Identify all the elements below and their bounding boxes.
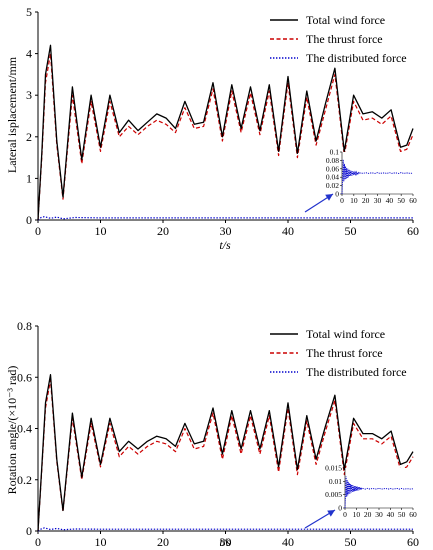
- x-tick-label: 10: [95, 224, 107, 238]
- x-tick-label: 0: [35, 535, 41, 549]
- y-tick-label: 5: [26, 5, 32, 19]
- inset-y-tick-label: 0.08: [326, 156, 339, 165]
- inset-x-tick-label: 10: [350, 196, 358, 205]
- series-line: [37, 379, 414, 532]
- x-tick-label: 50: [345, 535, 357, 549]
- inset-x-tick-label: 30: [374, 196, 382, 205]
- y-axis-label: Lateral isplacement/mm: [5, 56, 19, 173]
- inset-x-tick-label: 0: [340, 196, 344, 205]
- x-tick-label: 0: [35, 224, 41, 238]
- inset-x-tick-label: 20: [362, 196, 370, 205]
- y-tick-label: 1: [26, 171, 32, 185]
- legend-label: The thrust force: [306, 32, 383, 46]
- x-tick-label: 60: [407, 535, 419, 549]
- y-tick-label: 0.2: [17, 473, 32, 487]
- inset-x-tick-label: 40: [386, 196, 394, 205]
- inset-y-tick-label: 0.005: [325, 490, 342, 499]
- x-tick-label: 40: [282, 224, 294, 238]
- inset-y-tick-label: 0.06: [326, 164, 339, 173]
- y-tick-label: 2: [26, 130, 32, 144]
- inset-chart: 0 10 20 30 40 50 60 0 0.005 0.01 0.015: [325, 464, 417, 520]
- inset-series-line: [341, 159, 414, 195]
- inset-y-tick-label: 0.04: [326, 173, 339, 182]
- inset-y-tick-label: 0.02: [326, 181, 339, 190]
- x-tick-label: 10: [95, 535, 107, 549]
- inset-x-tick-label: 60: [409, 196, 417, 205]
- series-line: [37, 216, 413, 221]
- series-line: [37, 527, 413, 532]
- inset-y-tick-label: 0.1: [330, 148, 340, 157]
- legend-label: Total wind force: [306, 13, 385, 27]
- inset-y-tick-label: 0.01: [329, 477, 342, 486]
- inset-series-line: [344, 476, 414, 509]
- inset-y-tick-label: 0.015: [325, 464, 342, 473]
- legend-label: Total wind force: [306, 327, 385, 341]
- y-tick-label: 0: [26, 213, 32, 227]
- x-tick-label: 20: [157, 535, 169, 549]
- x-tick-label: 50: [345, 224, 357, 238]
- legend-label: The distributed force: [306, 51, 407, 65]
- inset-x-tick-label: 20: [364, 510, 372, 519]
- inset-y-tick-label: 0: [338, 504, 342, 513]
- x-tick-label: 40: [282, 535, 294, 549]
- inset-arrow-head: [325, 194, 333, 201]
- y-tick-label: 3: [26, 88, 32, 102]
- chart-lateral-displacement: Lateral isplacement/mm t/s 0 10 20 30 40 50 60…: [5, 5, 419, 252]
- inset-arrow-head: [327, 510, 335, 517]
- legend-label: The distributed force: [306, 365, 407, 379]
- y-tick-label: 0.8: [17, 319, 32, 333]
- chart-rotation-angle: Rotation angle/(×10⁻³ rad) t/s 0 10 20 30 40…: [5, 319, 419, 549]
- y-tick-label: 4: [26, 47, 32, 61]
- x-tick-label: 20: [157, 224, 169, 238]
- x-axis-label: t/s: [219, 238, 231, 252]
- inset-chart: 0 10 20 30 40 50 60 00.020.040.060.080.1: [326, 148, 417, 206]
- series-line: [37, 374, 414, 532]
- x-axis-label: t/s: [219, 535, 231, 549]
- inset-x-tick-label: 30: [375, 510, 383, 519]
- inset-x-tick-label: 40: [387, 510, 395, 519]
- x-tick-label: 30: [220, 535, 232, 549]
- inset-y-tick-label: 0: [335, 190, 339, 199]
- y-axis-label: Rotation angle/(×10⁻³ rad): [5, 366, 19, 495]
- inset-x-tick-label: 0: [343, 510, 347, 519]
- inset-x-tick-label: 60: [409, 510, 417, 519]
- y-tick-label: 0.4: [17, 422, 32, 436]
- inset-x-tick-label: 50: [397, 196, 405, 205]
- inset-x-tick-label: 10: [353, 510, 361, 519]
- series-line: [37, 44, 414, 221]
- legend-label: The thrust force: [306, 346, 383, 360]
- x-tick-label: 60: [407, 224, 419, 238]
- y-tick-label: 0.6: [17, 370, 32, 384]
- x-tick-label: 30: [220, 224, 232, 238]
- y-tick-label: 0: [26, 524, 32, 538]
- inset-x-tick-label: 50: [398, 510, 406, 519]
